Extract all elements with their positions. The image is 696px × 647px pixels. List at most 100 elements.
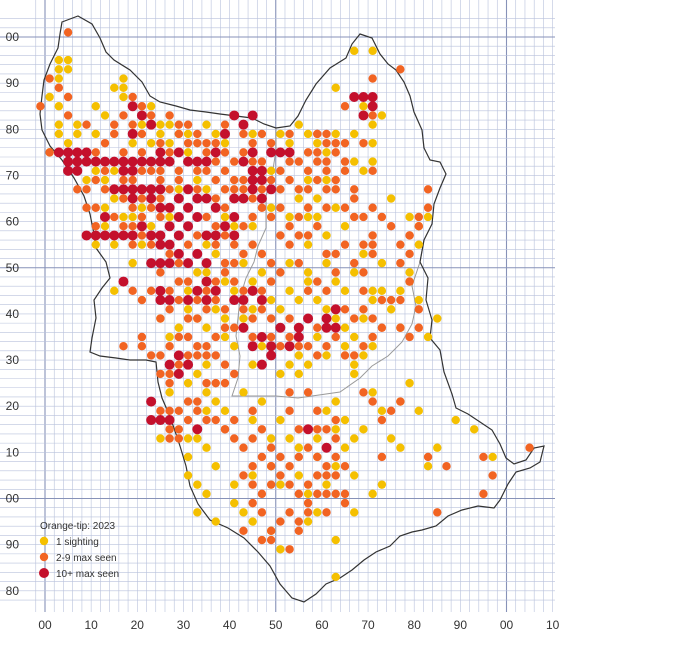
record-dot-one	[285, 434, 294, 443]
record-dot-few	[183, 138, 193, 148]
record-dot-one	[248, 277, 257, 286]
record-dot-few	[211, 415, 220, 425]
record-dot-one	[340, 443, 350, 452]
record-dot-few	[156, 138, 165, 148]
record-dot-one	[313, 212, 322, 222]
record-dot-many	[229, 211, 240, 222]
record-dot-few	[303, 203, 313, 212]
record-dot-one	[91, 240, 100, 249]
record-dot-few	[239, 471, 248, 480]
record-dot-few	[165, 369, 174, 379]
record-dot-one	[220, 212, 230, 222]
record-dot-few	[257, 129, 267, 139]
record-dot-one	[248, 222, 257, 231]
record-dot-few	[303, 498, 313, 508]
record-dot-one	[377, 286, 387, 296]
record-dot-many	[136, 156, 147, 167]
record-dot-many	[164, 295, 175, 306]
record-dot-many	[247, 175, 258, 186]
record-dot-few	[322, 471, 331, 480]
record-dot-few	[54, 83, 64, 92]
record-dot-one	[414, 295, 424, 305]
record-dot-few	[359, 342, 368, 351]
record-dot-many	[118, 156, 129, 167]
record-dot-one	[248, 360, 257, 369]
x-tick-label: 40	[223, 618, 237, 632]
record-dot-one	[359, 102, 368, 111]
record-dot-few	[137, 231, 147, 240]
record-dot-many	[164, 202, 175, 213]
record-dot-one	[100, 222, 110, 231]
record-dot-one	[285, 138, 294, 148]
record-dot-one	[230, 222, 239, 231]
y-tick-label: 20	[6, 399, 20, 413]
record-dot-one	[396, 443, 405, 452]
record-dot-many	[155, 184, 166, 195]
record-dot-many	[127, 193, 138, 204]
record-dot-one	[202, 240, 211, 249]
record-dot-one	[63, 138, 73, 148]
record-dot-many	[81, 230, 92, 241]
record-dot-one	[257, 342, 267, 351]
record-dot-few	[230, 157, 239, 166]
record-dot-few	[239, 175, 248, 185]
record-dot-few	[146, 240, 156, 249]
record-dot-many	[247, 184, 258, 195]
record-dot-one	[54, 74, 64, 83]
record-dot-many	[164, 359, 175, 370]
record-dot-few	[119, 342, 128, 351]
record-dot-few	[193, 138, 202, 148]
record-dot-one	[257, 397, 267, 406]
record-dot-one	[313, 508, 322, 517]
record-dot-few	[294, 185, 304, 194]
record-dot-few	[248, 314, 257, 323]
record-dot-one	[488, 452, 497, 462]
record-dot-many	[118, 276, 129, 287]
record-dot-few	[202, 286, 211, 296]
record-dot-few	[220, 203, 230, 212]
y-tick-label: 80	[6, 584, 20, 598]
record-dot-one	[174, 185, 184, 194]
record-dot-many	[109, 184, 120, 195]
record-dot-few	[202, 305, 211, 314]
record-dot-many	[99, 230, 110, 241]
record-dot-few	[331, 489, 340, 499]
record-dot-few	[211, 277, 220, 286]
record-dot-many	[293, 331, 304, 342]
record-dot-one	[193, 268, 202, 277]
record-dot-few	[110, 129, 119, 139]
record-dot-many	[238, 322, 249, 333]
record-dot-few	[331, 175, 340, 185]
record-dot-many	[146, 230, 157, 241]
record-dot-few	[303, 443, 313, 452]
record-dot-few	[368, 314, 377, 323]
record-dot-few	[368, 166, 377, 176]
record-dot-one	[239, 258, 248, 268]
record-dot-few	[313, 452, 322, 462]
record-dot-one	[266, 295, 276, 305]
record-dot-few	[303, 148, 313, 157]
record-dot-many	[173, 248, 184, 259]
record-dot-few	[183, 120, 193, 129]
record-dot-one	[414, 240, 424, 249]
record-dot-one	[285, 286, 294, 296]
record-dot-few	[146, 203, 156, 212]
record-dot-one	[202, 185, 211, 194]
record-dot-one	[202, 406, 211, 416]
record-dot-few	[220, 305, 230, 314]
record-dot-one	[230, 342, 239, 351]
record-dot-one	[423, 461, 433, 471]
record-dot-one	[340, 415, 350, 425]
record-dot-few	[257, 489, 267, 499]
record-dot-few	[248, 480, 257, 489]
record-dot-one	[313, 138, 322, 148]
record-dot-one	[193, 175, 202, 185]
record-dot-few	[294, 212, 304, 222]
record-dot-few	[183, 332, 193, 342]
record-dot-many	[229, 295, 240, 306]
record-dot-one	[128, 258, 137, 268]
record-dot-few	[193, 351, 202, 360]
record-dot-few	[91, 148, 100, 157]
record-dot-one	[211, 397, 220, 406]
record-dot-many	[127, 165, 138, 176]
